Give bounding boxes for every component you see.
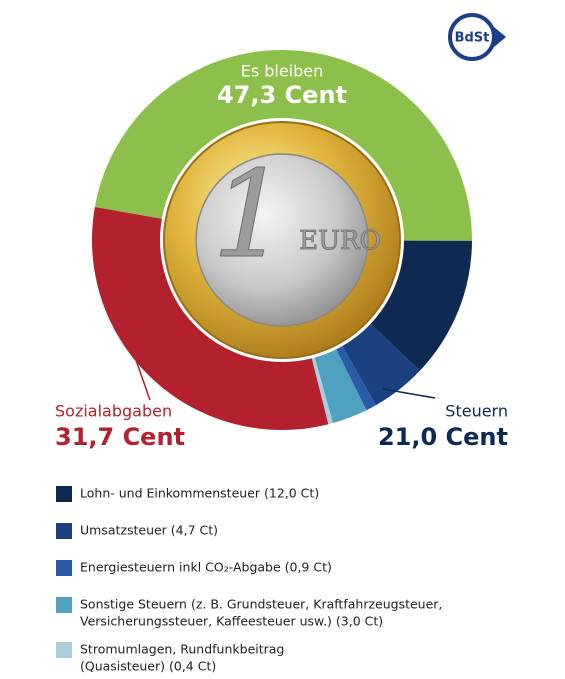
legend-label: Sonstige Steuern (z. B. Grundsteuer, Kra… [80,597,442,612]
slice-name: Es bleiben [241,62,324,81]
slice [314,349,367,424]
slice [370,240,472,371]
slice [94,49,473,241]
leader-line [382,388,436,399]
slice-value-label: 47,3 Cent [217,81,347,109]
logo: BdSt [448,13,506,61]
group-name: Steuern [445,402,508,421]
legend-swatch [56,642,72,658]
coin-word: EURO [299,226,381,256]
legend-label: Umsatzsteuer (4,7 Ct) [80,523,218,538]
legend-label: Stromumlagen, Rundfunkbeitrag [80,642,284,657]
legend-swatch [56,560,72,576]
legend-swatch [56,523,72,539]
legend: Lohn- und Einkommensteuer (12,0 Ct) Umsat… [56,486,442,674]
legend-label: Versicherungssteuer, Kaffeesteuer usw.) … [80,614,383,629]
slice [342,323,420,406]
logo-text: BdSt [455,31,490,46]
coin: 1 EURO [163,121,401,359]
slice [91,207,329,430]
slice-name: Sozialabgaben [55,402,172,421]
slice-value-label: 31,7 Cent [55,423,185,451]
logo-arrow [494,27,506,47]
slice [311,357,333,425]
legend-label: Energiesteuern inkl CO₂-Abgabe (0,9 Ct) [80,560,332,575]
coin-numeral: 1 [212,146,288,285]
leader-line [127,336,151,401]
group-value-label: 21,0 Cent [378,423,508,451]
coin-center [195,153,369,327]
legend-swatch [56,597,72,613]
slice [336,346,376,411]
legend-label: Lohn- und Einkommensteuer (12,0 Ct) [80,486,319,501]
donut [91,49,473,430]
legend-label: (Quasisteuer) (0,4 Ct) [80,659,216,674]
legend-swatch [56,486,72,502]
